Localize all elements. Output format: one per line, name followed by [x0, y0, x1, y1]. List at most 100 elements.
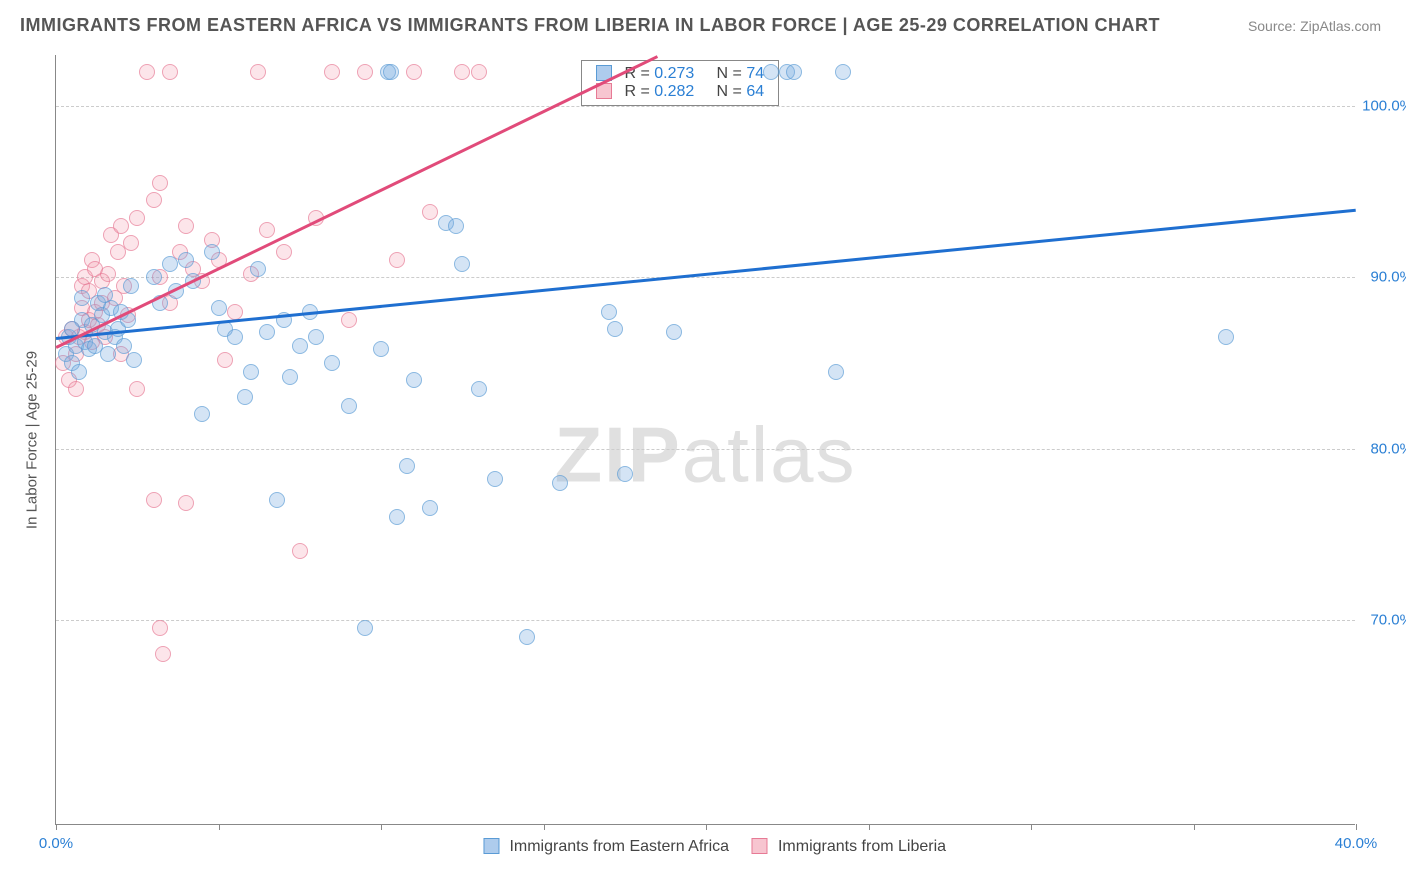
scatter-point-blue	[454, 256, 470, 272]
y-tick-label: 100.0%	[1362, 98, 1406, 115]
scatter-point-blue	[292, 338, 308, 354]
scatter-point-blue	[243, 364, 259, 380]
scatter-point-blue	[487, 471, 503, 487]
scatter-point-pink	[357, 64, 373, 80]
scatter-point-blue	[519, 629, 535, 645]
scatter-point-blue	[601, 304, 617, 320]
scatter-point-pink	[471, 64, 487, 80]
scatter-point-blue	[204, 244, 220, 260]
x-tick	[219, 824, 220, 830]
scatter-point-blue	[324, 355, 340, 371]
scatter-point-pink	[227, 304, 243, 320]
scatter-point-blue	[617, 466, 633, 482]
scatter-point-blue	[448, 218, 464, 234]
y-tick-label: 90.0%	[1370, 269, 1406, 286]
chart-title: IMMIGRANTS FROM EASTERN AFRICA VS IMMIGR…	[20, 15, 1160, 36]
gridline-h	[56, 449, 1355, 450]
bottom-legend-label-1: Immigrants from Eastern Africa	[509, 838, 729, 855]
scatter-point-blue	[763, 64, 779, 80]
source-attribution: Source: ZipAtlas.com	[1248, 18, 1381, 34]
stats-blue-r: 0.273	[654, 65, 694, 82]
scatter-point-pink	[250, 64, 266, 80]
gridline-h	[56, 620, 1355, 621]
scatter-point-blue	[126, 352, 142, 368]
x-tick	[1031, 824, 1032, 830]
stats-r-label-2: R =	[624, 83, 654, 100]
scatter-point-pink	[155, 646, 171, 662]
scatter-point-blue	[341, 398, 357, 414]
scatter-point-pink	[276, 244, 292, 260]
bottom-legend: Immigrants from Eastern Africa Immigrant…	[465, 838, 946, 856]
scatter-point-pink	[292, 543, 308, 559]
scatter-point-pink	[129, 381, 145, 397]
scatter-point-blue	[383, 64, 399, 80]
scatter-point-blue	[194, 406, 210, 422]
scatter-point-blue	[422, 500, 438, 516]
scatter-point-pink	[217, 352, 233, 368]
scatter-point-pink	[152, 620, 168, 636]
scatter-point-pink	[389, 252, 405, 268]
x-tick	[706, 824, 707, 830]
scatter-point-blue	[835, 64, 851, 80]
scatter-point-blue	[100, 346, 116, 362]
scatter-point-pink	[178, 218, 194, 234]
gridline-h	[56, 106, 1355, 107]
stats-pink-n: 64	[746, 83, 764, 100]
scatter-point-blue	[399, 458, 415, 474]
scatter-point-blue	[1218, 329, 1234, 345]
bottom-swatch-pink-icon	[752, 838, 768, 854]
scatter-point-blue	[146, 269, 162, 285]
scatter-point-pink	[123, 235, 139, 251]
stats-blue-n: 74	[746, 65, 764, 82]
stats-n-label-2: N =	[717, 83, 747, 100]
x-tick-label: 0.0%	[39, 835, 73, 852]
x-tick	[869, 824, 870, 830]
x-tick	[381, 824, 382, 830]
scatter-point-pink	[406, 64, 422, 80]
watermark-rest: atlas	[682, 410, 857, 498]
y-tick-label: 70.0%	[1370, 611, 1406, 628]
scatter-point-blue	[269, 492, 285, 508]
scatter-point-pink	[129, 210, 145, 226]
watermark: ZIPatlas	[554, 409, 856, 500]
scatter-point-blue	[123, 278, 139, 294]
scatter-point-blue	[250, 261, 266, 277]
scatter-point-pink	[68, 381, 84, 397]
scatter-point-blue	[74, 290, 90, 306]
scatter-point-blue	[607, 321, 623, 337]
scatter-point-pink	[162, 64, 178, 80]
scatter-point-pink	[113, 218, 129, 234]
scatter-point-blue	[552, 475, 568, 491]
scatter-point-pink	[454, 64, 470, 80]
scatter-point-blue	[666, 324, 682, 340]
scatter-point-blue	[71, 364, 87, 380]
scatter-point-pink	[178, 495, 194, 511]
scatter-point-blue	[357, 620, 373, 636]
scatter-point-pink	[422, 204, 438, 220]
bottom-swatch-blue-icon	[483, 838, 499, 854]
scatter-point-blue	[308, 329, 324, 345]
scatter-point-blue	[237, 389, 253, 405]
scatter-point-blue	[373, 341, 389, 357]
scatter-point-pink	[341, 312, 357, 328]
scatter-point-blue	[282, 369, 298, 385]
scatter-point-pink	[100, 266, 116, 282]
scatter-point-blue	[828, 364, 844, 380]
stats-n-label: N =	[717, 65, 747, 82]
scatter-point-pink	[152, 175, 168, 191]
x-tick	[56, 824, 57, 830]
y-axis-title: In Labor Force | Age 25-29	[24, 351, 41, 529]
scatter-point-blue	[786, 64, 802, 80]
y-tick-label: 80.0%	[1370, 440, 1406, 457]
scatter-point-blue	[178, 252, 194, 268]
scatter-point-blue	[406, 372, 422, 388]
scatter-point-blue	[211, 300, 227, 316]
scatter-point-pink	[324, 64, 340, 80]
x-tick	[1356, 824, 1357, 830]
scatter-point-pink	[259, 222, 275, 238]
scatter-point-blue	[259, 324, 275, 340]
scatter-point-pink	[139, 64, 155, 80]
scatter-point-blue	[471, 381, 487, 397]
x-tick	[544, 824, 545, 830]
scatter-point-pink	[146, 492, 162, 508]
